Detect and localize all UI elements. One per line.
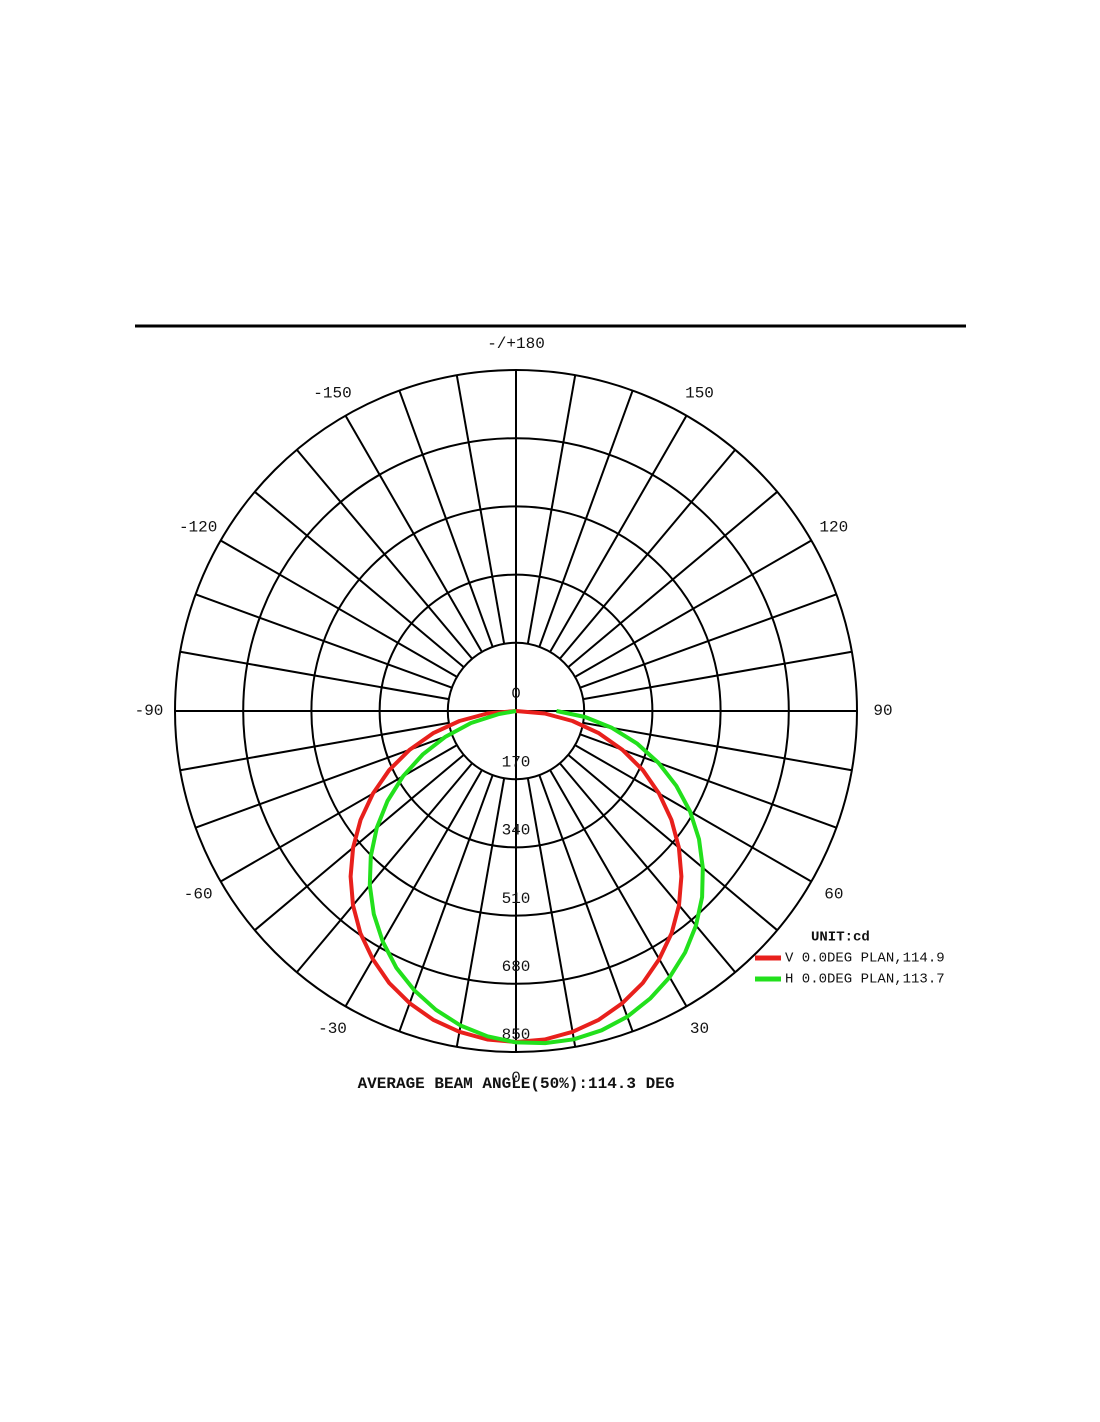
grid-spoke: [574, 539, 812, 678]
grid-spoke: [567, 491, 778, 668]
grid-spoke: [582, 721, 852, 772]
series-curve: [367, 709, 705, 1046]
grid-spoke: [538, 390, 634, 648]
grid-spoke: [455, 375, 506, 645]
grid-spoke: [180, 650, 450, 701]
angle-tick-label: 60: [824, 886, 843, 904]
legend-label: H 0.0DEG PLAN,113.7: [785, 972, 945, 988]
grid-spoke: [526, 777, 577, 1047]
grid-spoke: [559, 449, 736, 660]
angle-tick-label: -30: [318, 1020, 347, 1038]
grid-spoke: [455, 777, 506, 1047]
angle-tick-label: -/+180: [487, 335, 545, 353]
grid-spoke: [296, 449, 473, 660]
grid-spoke: [254, 754, 465, 931]
chart-title: AVERAGE BEAM ANGLE(50%):114.3 DEG: [358, 1075, 675, 1093]
angle-tick-label: 30: [690, 1020, 709, 1038]
angle-tick-label: -120: [179, 519, 217, 537]
r-tick-label: 510: [502, 890, 531, 908]
grid-spoke: [180, 721, 450, 772]
grid-spoke: [579, 593, 837, 689]
grid-spoke: [296, 762, 473, 973]
angle-tick-label: -150: [313, 384, 351, 402]
grid-spoke: [220, 744, 458, 883]
grid-spoke: [549, 415, 688, 653]
r-tick-label: 680: [502, 958, 531, 976]
grid-spoke: [398, 390, 494, 648]
angle-tick-label: 0: [511, 1069, 521, 1087]
grid-spoke: [574, 744, 812, 883]
unit-label: UNIT:cd: [811, 930, 870, 946]
r-tick-label: 340: [502, 822, 531, 840]
grid-spoke: [344, 769, 483, 1007]
grid-spoke: [220, 539, 458, 678]
grid-spoke: [582, 650, 852, 701]
grid-spoke: [526, 375, 577, 645]
grid-spoke: [344, 415, 483, 653]
angle-tick-label: 150: [685, 384, 714, 402]
angle-tick-label: -60: [184, 886, 213, 904]
r-tick-label: 0: [511, 685, 521, 703]
angle-tick-label: -90: [135, 702, 164, 720]
grid-spoke: [195, 593, 453, 689]
angle-tick-label: 90: [873, 702, 892, 720]
grid-spoke: [398, 774, 494, 1032]
grid-spoke: [567, 754, 778, 931]
grid-spoke: [254, 491, 465, 668]
r-tick-label: 170: [502, 753, 531, 771]
legend-label: V 0.0DEG PLAN,114.9: [785, 951, 945, 967]
grid-spoke: [538, 774, 634, 1032]
angle-tick-label: 120: [819, 519, 848, 537]
grid-spoke: [559, 762, 736, 973]
grid-spoke: [549, 769, 688, 1007]
